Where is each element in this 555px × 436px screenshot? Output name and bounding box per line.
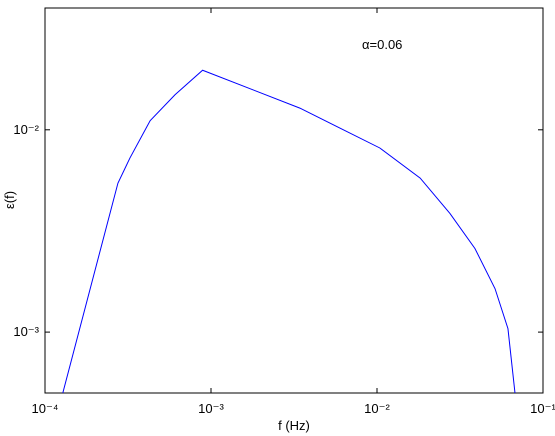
x-tick-label: 10⁻³	[198, 401, 224, 416]
x-tick-label: 10⁻¹	[530, 401, 555, 416]
y-tick-label: 10⁻³	[13, 324, 39, 339]
x-tick-label: 10⁻⁴	[32, 401, 59, 416]
y-axis-label: ε(f)	[2, 191, 17, 209]
y-tick-label: 10⁻²	[13, 122, 39, 137]
annotation: α=0.06	[362, 37, 402, 52]
x-axis-label: f (Hz)	[278, 418, 310, 433]
data-line	[62, 69, 516, 394]
x-tick-label: 10⁻²	[364, 401, 390, 416]
plot-frame	[44, 7, 544, 394]
